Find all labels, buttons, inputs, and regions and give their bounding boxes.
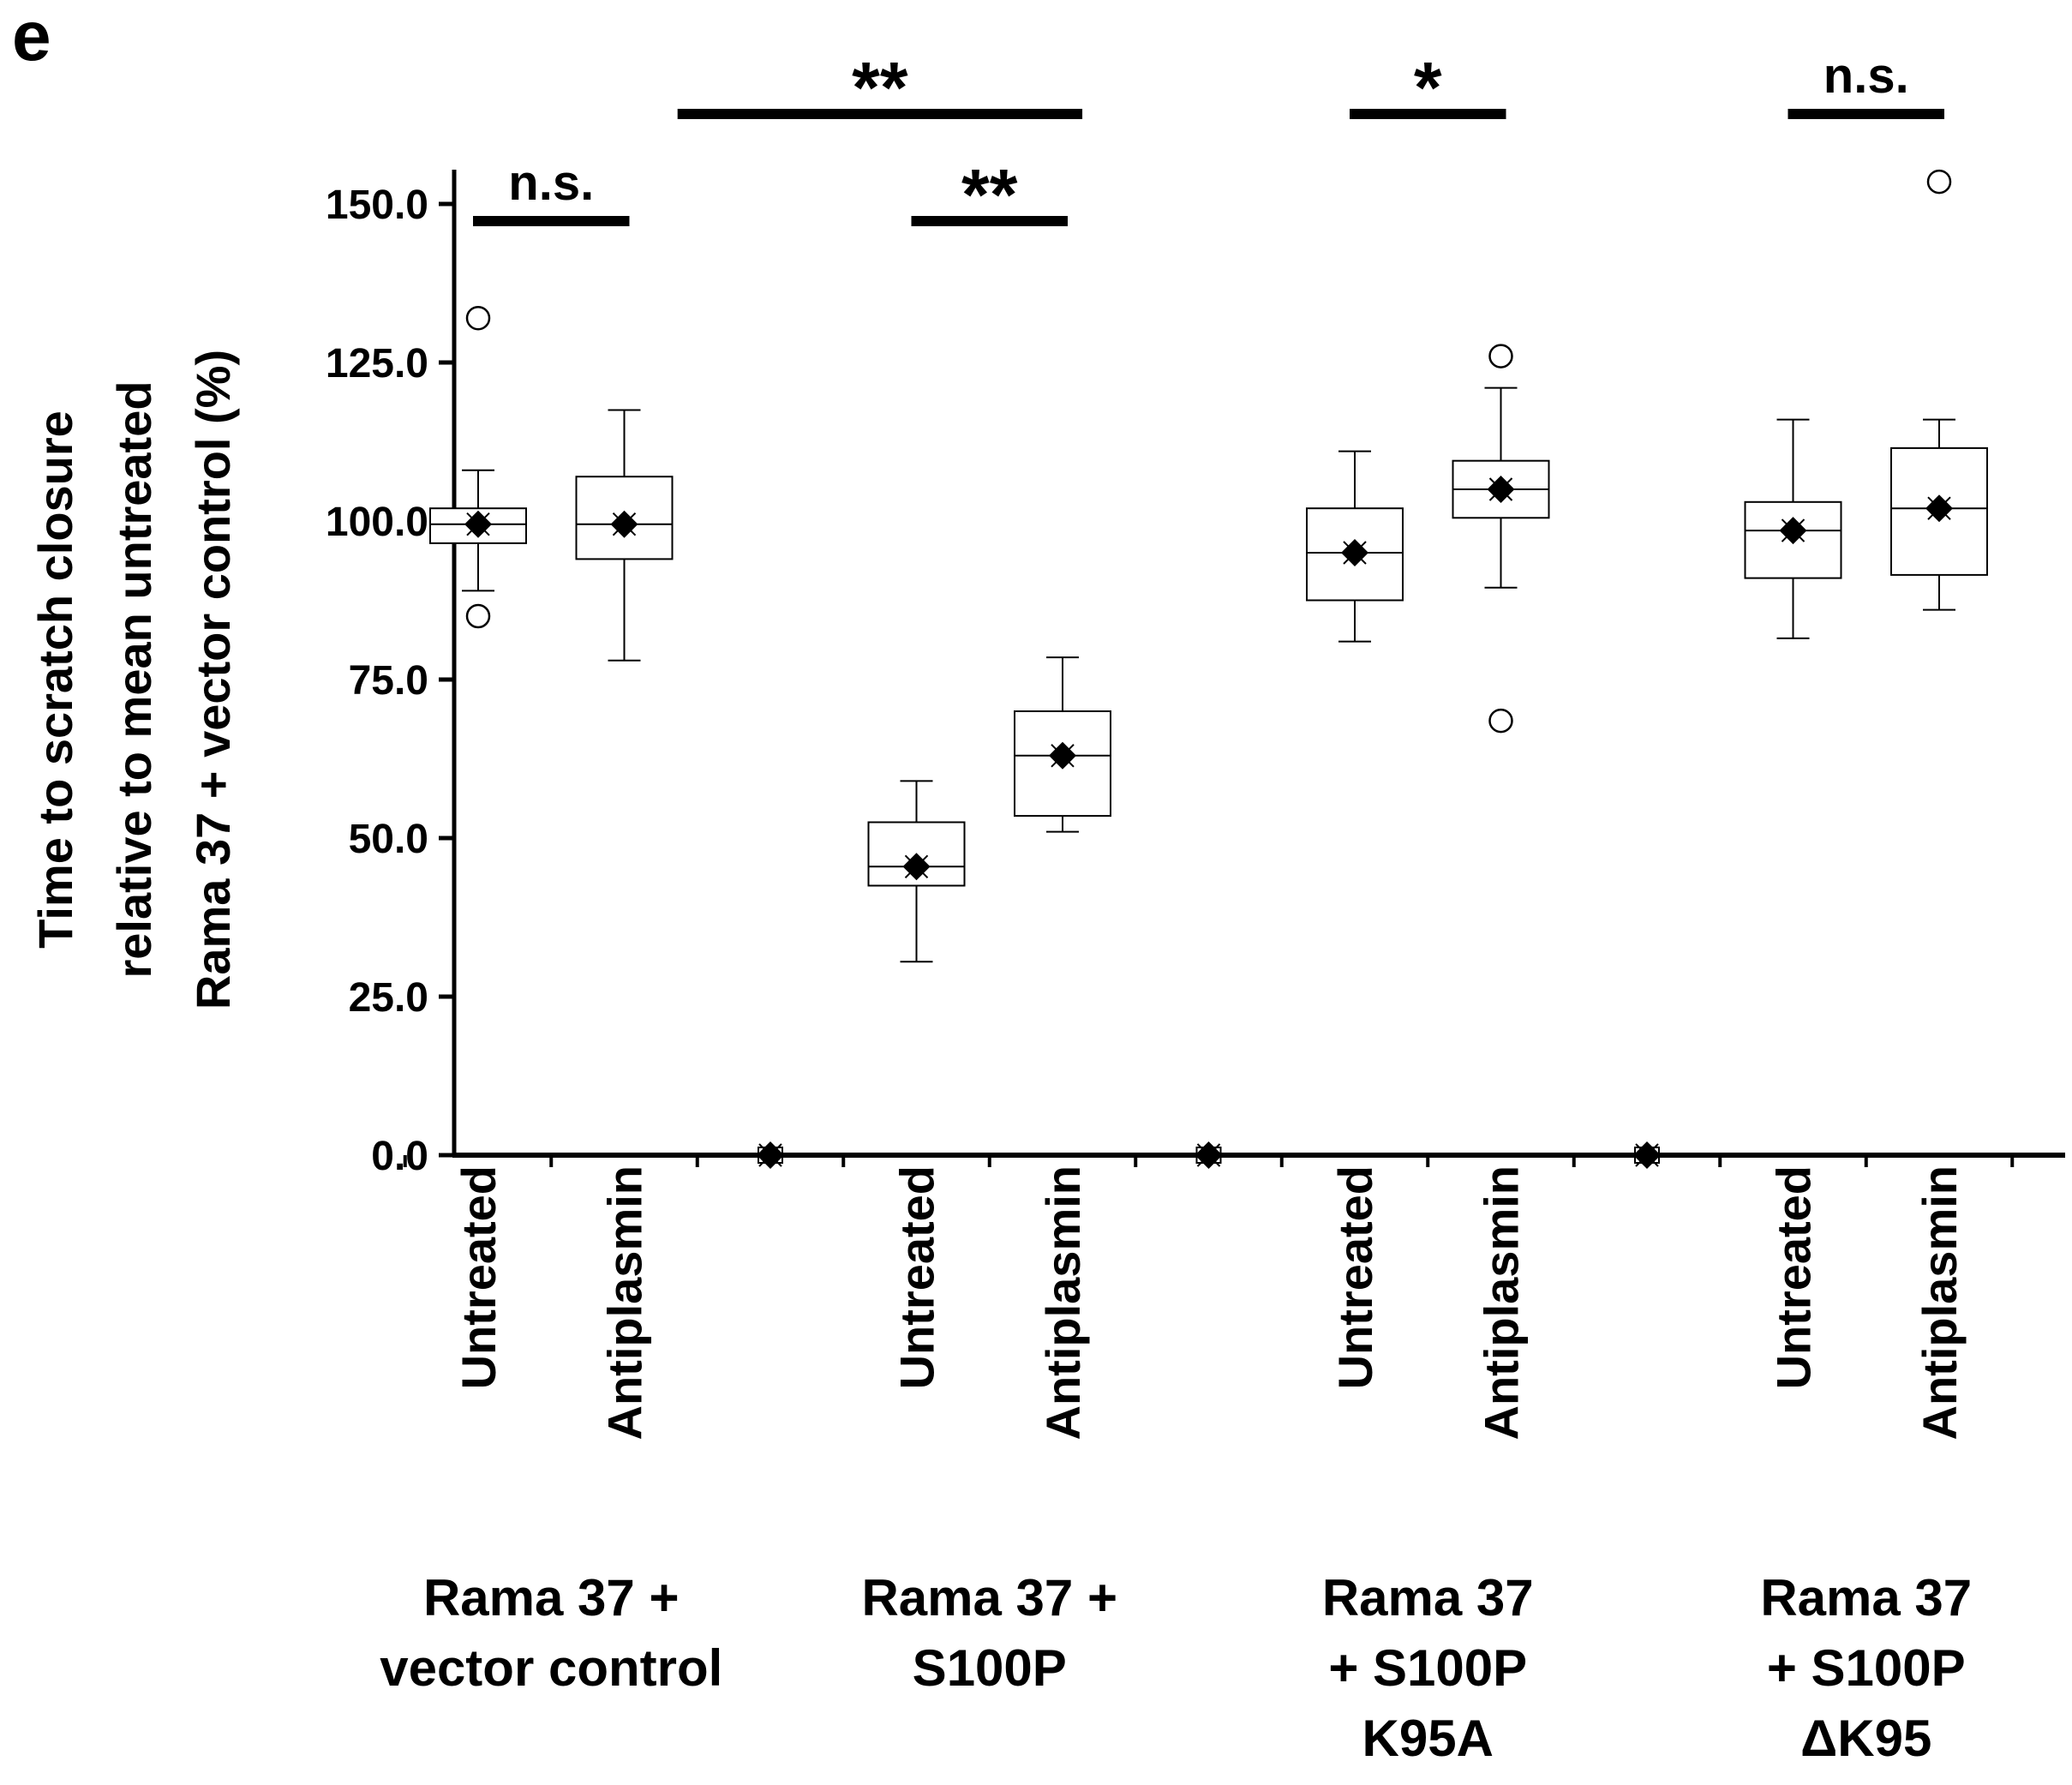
group-labels: Rama 37 + vector control Rama 37 + S100P Ram… [380,1569,1972,1767]
y-tick-label: 100.0 [326,500,428,545]
significance-label: n.s. [508,155,594,211]
group-label-line: S100P [913,1639,1067,1697]
mean-diamond-marker [610,510,638,538]
group-label-line: Rama 37 + [423,1569,680,1626]
y-axis-label-line: relative to mean untreated [107,380,161,978]
mean-diamond-marker [464,510,492,538]
box-antiplasmin-7 [1452,344,1550,734]
significance-label: n.s. [1823,48,1909,104]
group-label-line: Rama 37 + [861,1569,1117,1626]
y-tick-label: 25.0 [349,975,428,1021]
box-untreated-0 [429,305,527,629]
y-tick-label: 0.0 [371,1134,428,1179]
box-untreated-6 [1306,450,1404,643]
group-label-line: + S100P [1767,1639,1966,1697]
y-axis-label-line: Time to scratch closure [28,410,82,949]
y-axis-label-line: Rama 37 + vector control (%) [186,350,240,1009]
mean-diamond-marker [1925,494,1953,523]
mean-diamond-marker [757,1141,784,1169]
mean-diamond-marker [1341,539,1368,566]
mean-diamond-marker [902,853,931,881]
x-tick-label: Antiplasmin [1036,1165,1090,1440]
mean-diamond-marker [1487,476,1515,503]
outlier-point [465,603,491,629]
x-tick-label: Untreated [1767,1165,1821,1389]
significance-bars: n.s. **** * n.s. [473,47,1944,235]
group-label-line: K95A [1362,1710,1494,1767]
mean-diamond-marker [1779,517,1807,545]
panel-label: e [12,0,51,75]
x-axis: Untreated Antiplasmin Untreated Antiplasmin… [403,1153,2065,1440]
mean-diamond-marker [1195,1141,1223,1169]
y-tick-label: 150.0 [326,183,428,228]
group-label-line: Rama 37 [1760,1569,1972,1626]
y-axis: 0.0 25.0 50.0 75.0 100.0 125.0 150.0 [326,170,457,1179]
group-label-line: Rama 37 [1322,1569,1534,1626]
x-tick-label: Untreated [1328,1165,1382,1389]
group-label-line: ΔK95 [1800,1710,1931,1767]
y-tick-label: 75.0 [349,658,428,704]
outlier-point [1488,344,1513,368]
significance-label: ** [961,154,1018,235]
box-antiplasmin-1 [575,409,674,662]
y-tick-label: 50.0 [349,817,428,862]
boxes [429,169,1988,1169]
x-tick-label: Antiplasmin [598,1165,652,1440]
x-tick-label: Antiplasmin [1475,1165,1529,1440]
y-axis-label: Time to scratch closure relative to mean … [28,350,240,1009]
box-untreated-3 [867,780,966,963]
outlier-point [465,305,491,331]
mean-diamond-marker [1049,741,1076,770]
group-label-line: + S100P [1328,1639,1527,1697]
outlier-point [1926,169,1952,195]
x-tick-label: Untreated [452,1165,506,1389]
significance-label: * [1414,47,1442,128]
box-antiplasmin-4 [1014,656,1111,833]
y-tick-label: 125.0 [326,341,428,386]
outlier-point [1488,708,1513,734]
x-tick-label: Untreated [890,1165,944,1389]
mean-diamond-marker [1633,1141,1661,1169]
box-untreated-9 [1744,418,1842,639]
group-label-line: vector control [380,1639,722,1697]
significance-label: ** [852,47,908,128]
x-tick-label: Antiplasmin [1913,1165,1967,1440]
box-antiplasmin-10 [1890,169,1988,611]
